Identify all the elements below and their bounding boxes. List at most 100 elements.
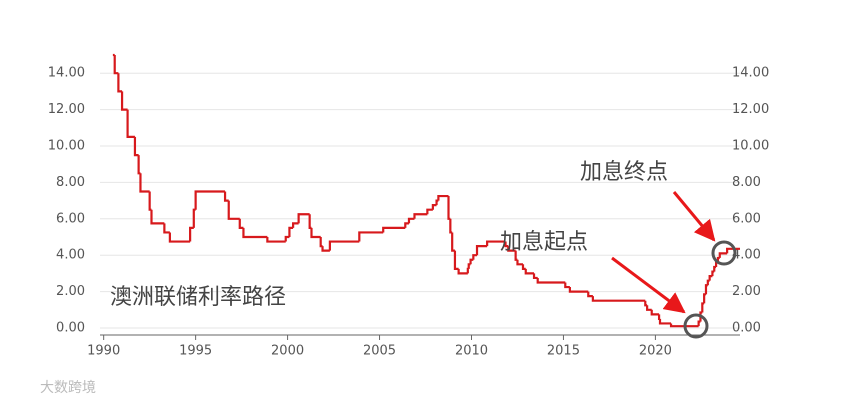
y-tick-label: 10.00: [48, 139, 85, 154]
line-step: [404, 222, 409, 228]
line-step: [321, 246, 330, 252]
y2-tick-label: 6.00: [732, 211, 761, 226]
arrow: [672, 191, 716, 242]
line-step: [650, 309, 660, 316]
line-step: [657, 314, 661, 320]
line-step: [426, 208, 433, 215]
line-step: [120, 91, 128, 111]
arrow: [611, 256, 686, 314]
highlight-circle: [711, 240, 737, 266]
line-step: [358, 231, 384, 242]
line-step: [449, 218, 453, 234]
line-step: [564, 282, 570, 289]
x-tick-label: 1990: [87, 344, 120, 359]
line-step: [113, 55, 119, 75]
line-step: [437, 194, 449, 201]
line-step: [148, 191, 152, 211]
line-step: [382, 226, 406, 233]
line-step: [669, 323, 699, 328]
line-step: [472, 254, 478, 260]
line-step: [163, 223, 170, 234]
line-step: [413, 213, 428, 219]
line-step: [137, 155, 141, 175]
line-step: [568, 287, 589, 293]
y-tick-label: 6.00: [56, 211, 85, 226]
line-step: [711, 270, 715, 277]
line-step: [139, 173, 150, 193]
y2-tick-label: 4.00: [732, 248, 761, 263]
line-step: [319, 237, 323, 248]
line-step: [469, 258, 474, 265]
x-tick-label: 2020: [639, 344, 672, 359]
line-step: [126, 109, 135, 138]
line-step: [475, 245, 488, 256]
x-tick-label: 2005: [363, 344, 396, 359]
line-step: [646, 305, 652, 311]
line-step: [150, 209, 165, 225]
y-tick-label: 0.00: [56, 321, 85, 336]
line-step: [587, 291, 593, 298]
y2-tick-label: 10.00: [732, 139, 769, 154]
line-step: [708, 275, 713, 281]
line-step: [308, 214, 312, 229]
chart-annotation: 澳洲联储利率路径: [110, 285, 286, 310]
line-step: [117, 73, 123, 93]
y-tick-label: 8.00: [56, 175, 85, 190]
line-step: [223, 191, 229, 202]
line-step: [718, 252, 728, 258]
line-step: [284, 235, 290, 242]
line-step: [658, 318, 672, 325]
line-step: [407, 217, 415, 224]
line-step: [435, 199, 439, 206]
y-tick-label: 2.00: [56, 284, 85, 299]
line-step: [189, 226, 194, 242]
line-step: [431, 204, 437, 210]
x-tick-label: 2015: [547, 344, 580, 359]
line-step: [133, 136, 139, 157]
line-step: [297, 213, 310, 224]
line-step: [292, 222, 299, 228]
line-step: [467, 263, 471, 269]
line-step: [591, 296, 646, 302]
line-step: [328, 240, 360, 251]
line-step: [486, 240, 506, 247]
line-step: [532, 273, 538, 280]
line-step: [453, 250, 459, 270]
y2-tick-label: 12.00: [732, 102, 769, 117]
line-step: [701, 302, 705, 313]
chart-annotation: 加息起点: [500, 230, 588, 255]
x-tick-label: 1995: [179, 344, 212, 359]
y-tick-label: 12.00: [48, 102, 85, 117]
line-step: [521, 264, 526, 270]
line-step: [288, 226, 294, 237]
line-step: [706, 279, 710, 286]
line-step: [704, 284, 708, 295]
x-tick-label: 2000: [271, 344, 304, 359]
line-step: [238, 218, 244, 229]
line-step: [516, 259, 523, 266]
line-step: [168, 232, 191, 243]
line-step: [266, 237, 286, 243]
y2-tick-label: 0.00: [732, 321, 761, 336]
line-step: [697, 320, 701, 327]
line-step: [194, 190, 226, 210]
y2-tick-label: 2.00: [732, 284, 761, 299]
line-step: [466, 267, 469, 274]
line-step: [227, 200, 240, 220]
line-step: [451, 232, 455, 252]
x-tick-label: 2010: [455, 344, 488, 359]
line-step: [507, 246, 516, 252]
y-tick-label: 4.00: [56, 248, 85, 263]
line-step: [713, 265, 717, 272]
line-step: [524, 268, 535, 275]
line-step: [457, 268, 468, 275]
line-step: [644, 300, 648, 307]
chart-annotation: 加息终点: [580, 160, 668, 185]
watermark: 大数跨境: [40, 380, 96, 396]
line-step: [703, 293, 706, 304]
line-step: [310, 227, 321, 239]
line-step: [447, 196, 451, 220]
highlight-circle: [683, 313, 709, 339]
y2-tick-label: 14.00: [732, 66, 769, 81]
